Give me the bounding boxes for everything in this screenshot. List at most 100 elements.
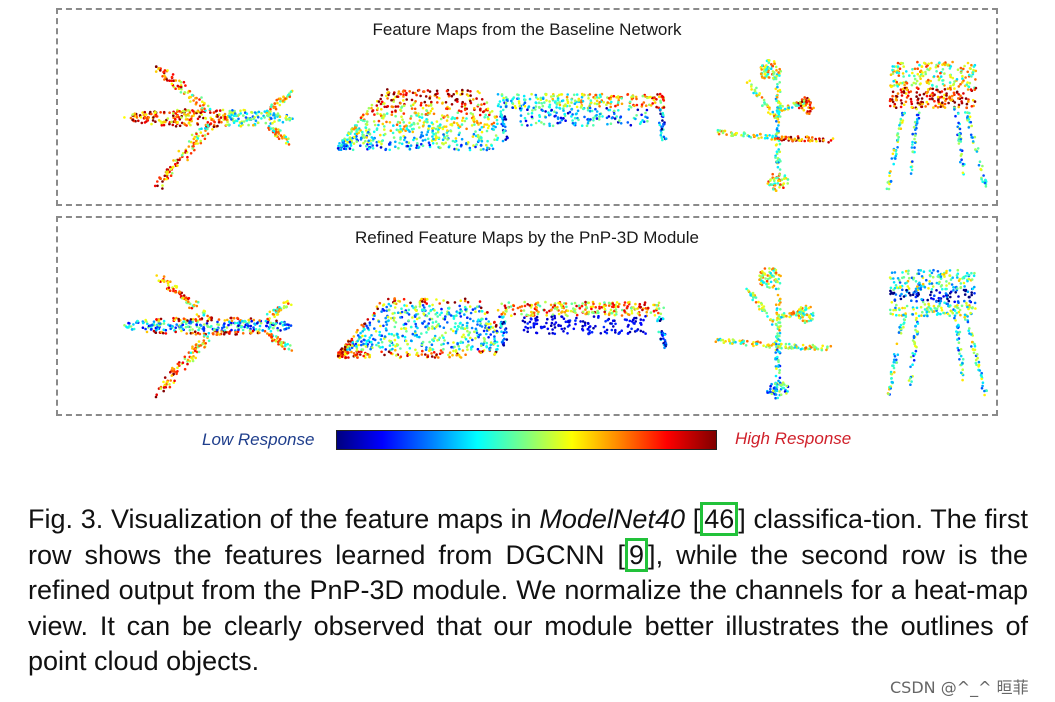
point — [375, 343, 378, 347]
point — [478, 91, 481, 95]
point — [434, 320, 438, 323]
point — [266, 317, 269, 321]
point — [407, 141, 411, 144]
point — [132, 323, 135, 326]
point — [772, 188, 775, 191]
point — [716, 130, 720, 134]
point — [446, 129, 449, 132]
point — [899, 61, 903, 65]
point — [781, 104, 784, 108]
point — [652, 309, 656, 313]
point — [217, 323, 221, 326]
point — [899, 99, 903, 102]
point — [178, 118, 182, 121]
point — [279, 134, 283, 137]
point — [449, 123, 452, 126]
point — [465, 324, 469, 328]
point — [945, 287, 948, 291]
point — [774, 278, 777, 281]
point — [129, 116, 133, 120]
point — [207, 124, 210, 128]
point — [779, 159, 782, 163]
point — [278, 103, 282, 107]
point — [641, 94, 645, 98]
point — [535, 331, 539, 335]
point — [769, 112, 772, 116]
point — [266, 320, 270, 324]
point — [197, 340, 201, 343]
point — [388, 148, 392, 152]
point — [895, 80, 898, 84]
point — [801, 343, 805, 347]
point — [769, 280, 773, 284]
point — [453, 140, 457, 143]
point — [365, 129, 368, 132]
point — [548, 103, 552, 107]
point — [774, 357, 777, 361]
point — [519, 309, 523, 312]
point — [340, 347, 344, 350]
point — [360, 343, 363, 347]
point — [657, 307, 661, 310]
point — [434, 312, 438, 316]
point — [550, 308, 553, 312]
point — [511, 102, 515, 105]
point — [409, 117, 412, 120]
point — [177, 115, 180, 119]
point — [167, 284, 170, 287]
point — [779, 106, 783, 110]
point — [182, 80, 186, 84]
point — [623, 309, 626, 312]
point — [952, 288, 955, 292]
point — [661, 98, 665, 101]
point — [803, 319, 807, 322]
point — [775, 95, 779, 99]
point — [127, 321, 130, 325]
point — [778, 115, 782, 118]
point — [477, 335, 480, 339]
point — [138, 114, 142, 117]
point — [273, 120, 276, 123]
point — [963, 293, 967, 296]
point — [898, 124, 901, 127]
point — [368, 336, 372, 339]
point — [166, 69, 169, 72]
point — [889, 292, 892, 296]
point — [809, 109, 812, 113]
point — [545, 311, 549, 314]
point — [590, 307, 593, 311]
point — [412, 122, 416, 126]
point — [550, 321, 554, 325]
point — [889, 312, 892, 315]
point — [415, 143, 419, 147]
point — [532, 106, 535, 110]
point — [483, 116, 487, 119]
point — [644, 104, 648, 107]
point — [414, 100, 417, 103]
point — [467, 141, 470, 144]
point — [287, 302, 290, 305]
point — [226, 120, 229, 124]
point — [966, 116, 969, 119]
point — [466, 89, 470, 92]
point — [658, 108, 662, 111]
point — [556, 121, 559, 125]
point — [774, 396, 777, 400]
point — [178, 124, 182, 128]
point — [782, 315, 785, 319]
point — [967, 100, 970, 103]
point — [771, 70, 775, 73]
point — [186, 155, 189, 159]
point — [196, 123, 200, 126]
point — [420, 343, 424, 347]
point — [893, 298, 897, 301]
point — [286, 342, 289, 346]
point — [387, 297, 390, 301]
point — [763, 72, 767, 76]
point — [970, 345, 973, 348]
point — [387, 302, 391, 306]
point — [717, 338, 720, 342]
point — [780, 313, 784, 317]
point — [760, 270, 764, 273]
point — [581, 328, 585, 332]
